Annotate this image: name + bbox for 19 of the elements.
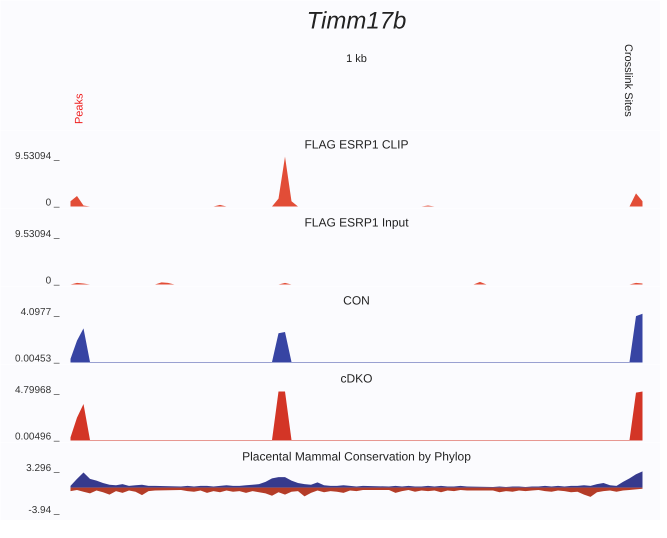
chart-title: cDKO [340,372,373,386]
y-tick-label: 0 _ [46,276,60,286]
text: Crosslink Sites [622,44,634,118]
y-tick-label: 4.0977 _ [20,307,60,318]
text: Peaks [73,92,86,124]
y-tick-label: -3.94 _ [28,505,60,516]
y-tick-label: 3.296 _ [26,463,60,474]
y-tick-label: 0.00453 _ [15,354,60,364]
y-tick-label: 4.79968 _ [15,385,60,396]
text: Timm17b [306,8,406,34]
chart-title: FLAG ESRP1 Input [304,216,410,230]
y-tick-label: 9.53094 _ [15,151,60,162]
chart-title: CON [343,294,370,308]
y-tick-label: 9.53094 _ [15,229,60,240]
y-tick-label: 0 _ [46,198,60,208]
text: 1 kb [346,52,367,65]
chart-title: FLAG ESRP1 CLIP [304,138,409,152]
chart-title: Placental Mammal Conservation by Phylop [242,450,472,464]
y-tick-label: 0.00496 _ [15,432,60,442]
